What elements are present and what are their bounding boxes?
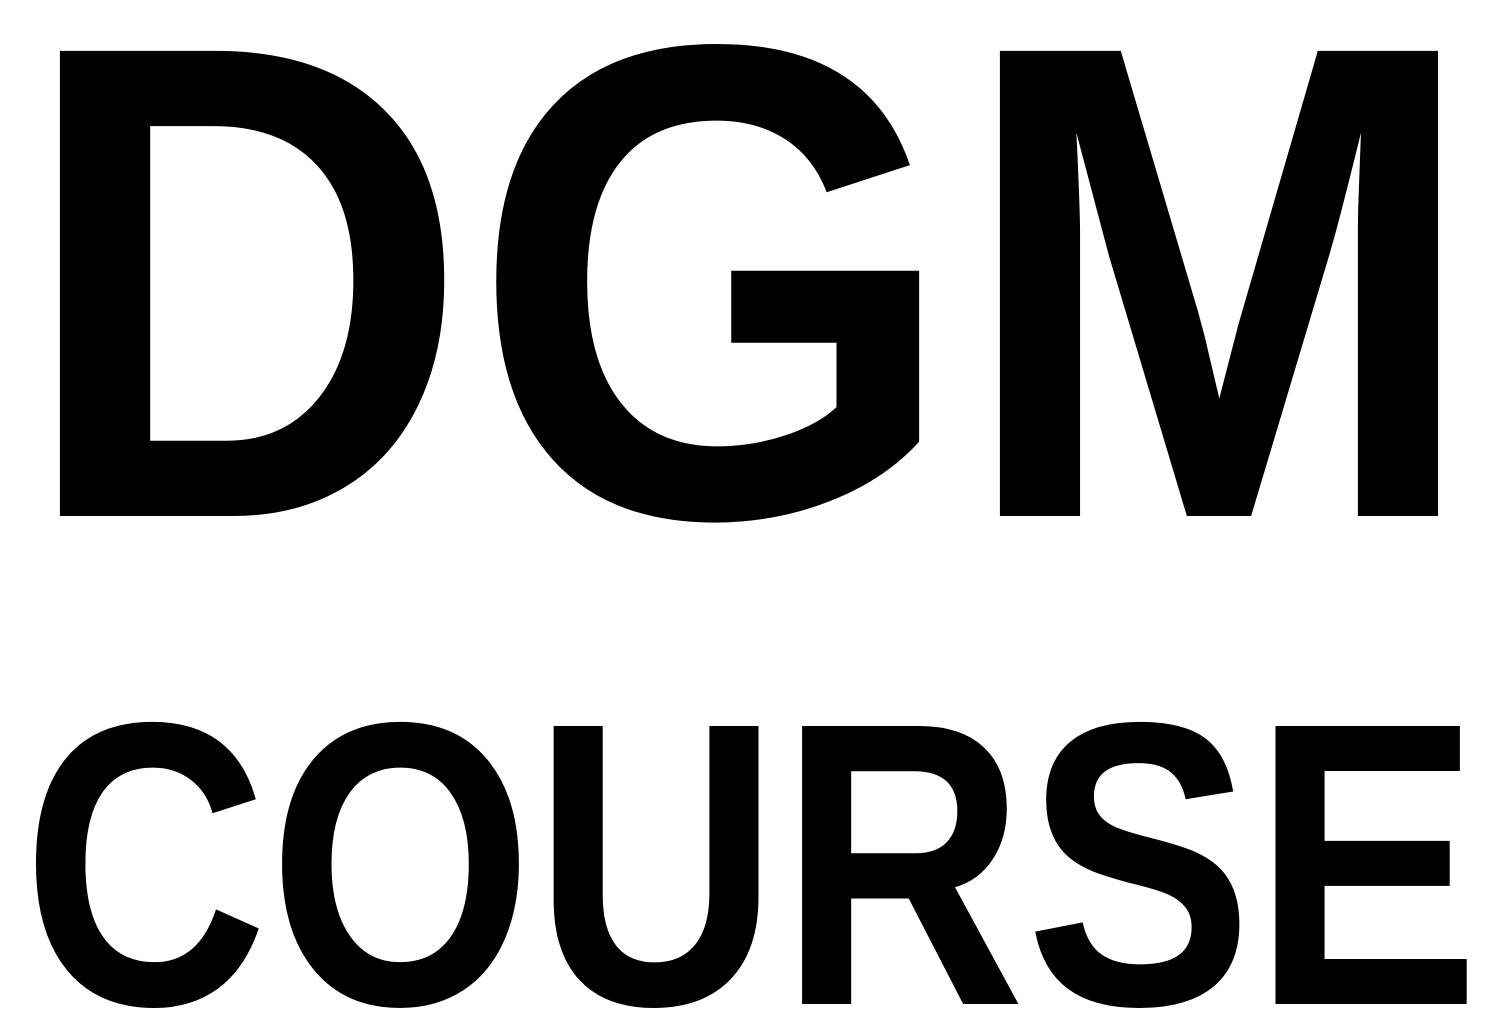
logo-line-1: DGM xyxy=(18,0,1480,660)
logo-line-2: COURSE xyxy=(22,638,1480,1030)
